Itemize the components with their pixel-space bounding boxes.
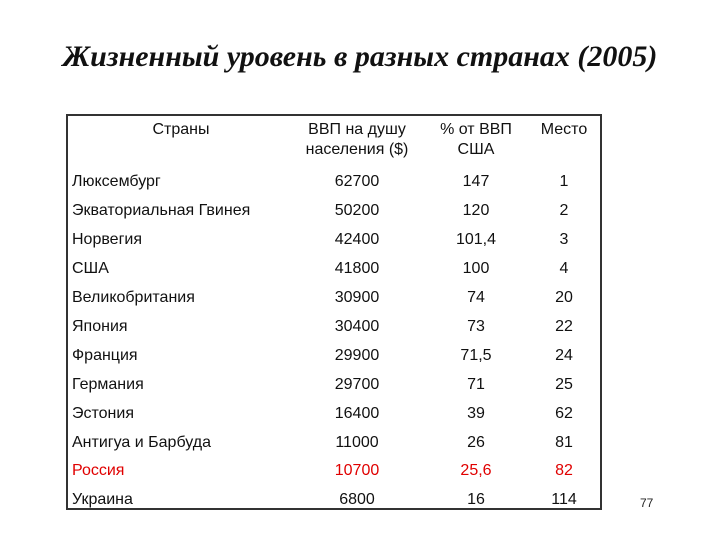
- rank-cell: 1: [559, 173, 569, 191]
- gdp-cell: 30400: [334, 317, 380, 335]
- rank-cell: 2: [559, 202, 569, 220]
- header-country: Страны: [152, 121, 210, 138]
- rank-cell: 22: [555, 317, 573, 335]
- country-cell: Эстония: [72, 404, 134, 422]
- percent-cell: 71: [467, 375, 485, 393]
- header-rank: Место: [540, 121, 588, 138]
- page-title: Жизненный уровень в разных странах (2005…: [62, 40, 658, 73]
- rank-cell: 62: [555, 404, 573, 422]
- country-cell: Антигуа и Барбуда: [72, 433, 211, 451]
- table-header-row: Страны ВВП на душу населения ($) % от ВВП…: [68, 116, 600, 168]
- percent-cell: 16: [467, 491, 485, 509]
- table-row: Украина 6800 16 114: [68, 486, 600, 515]
- percent-cell: 39: [467, 404, 485, 422]
- country-cell: Германия: [72, 375, 144, 393]
- percent-cell: 147: [462, 173, 490, 191]
- percent-cell: 100: [462, 260, 490, 278]
- country-cell: США: [72, 260, 109, 278]
- rank-cell: 3: [559, 231, 569, 249]
- table-row: США 41800 100 4: [68, 255, 600, 284]
- table-row: Великобритания 30900 74 20: [68, 284, 600, 313]
- country-cell: Норвегия: [72, 231, 143, 249]
- rank-cell: 81: [555, 433, 573, 451]
- rank-cell: 4: [559, 260, 569, 278]
- country-cell: Экваториальная Гвинея: [72, 202, 251, 220]
- country-cell: Франция: [72, 346, 138, 364]
- table-row: Франция 29900 71,5 24: [68, 341, 600, 370]
- percent-cell: 71,5: [460, 346, 492, 364]
- gdp-cell: 41800: [334, 260, 380, 278]
- gdp-cell: 50200: [334, 202, 380, 220]
- table-row: Япония 30400 73 22: [68, 313, 600, 342]
- rank-cell: 82: [555, 462, 573, 480]
- gdp-cell: 29700: [334, 375, 380, 393]
- table-row: Россия 10700 25,6 82: [68, 457, 600, 486]
- rank-cell: 114: [551, 491, 577, 509]
- gdp-cell: 10700: [334, 462, 380, 480]
- header-gdp-per-capita: ВВП на душу населения ($): [305, 121, 409, 158]
- percent-cell: 74: [467, 289, 485, 307]
- rank-cell: 24: [555, 346, 573, 364]
- gdp-cell: 42400: [334, 231, 380, 249]
- table-row: Антигуа и Барбуда 11000 26 81: [68, 428, 600, 457]
- percent-cell: 120: [462, 202, 490, 220]
- header-percent-of-us: % от ВВП США: [440, 121, 512, 158]
- percent-cell: 25,6: [460, 462, 492, 480]
- page-number: 77: [640, 496, 654, 510]
- table-row: Норвегия 42400 101,4 3: [68, 226, 600, 255]
- gdp-table: Страны ВВП на душу населения ($) % от ВВП…: [66, 114, 602, 510]
- country-cell: Япония: [72, 317, 128, 335]
- rank-cell: 25: [555, 375, 573, 393]
- table-row: Эстония 16400 39 62: [68, 399, 600, 428]
- percent-cell: 26: [467, 433, 485, 451]
- gdp-cell: 62700: [334, 173, 380, 191]
- table-row: Люксембург 62700 147 1: [68, 168, 600, 197]
- country-cell: Украина: [72, 491, 133, 509]
- gdp-cell: 6800: [339, 491, 375, 509]
- country-cell: Россия: [72, 462, 125, 480]
- gdp-cell: 30900: [334, 289, 380, 307]
- gdp-cell: 29900: [334, 346, 380, 364]
- country-cell: Люксембург: [72, 173, 161, 191]
- table-row: Экваториальная Гвинея 50200 120 2: [68, 197, 600, 226]
- percent-cell: 73: [467, 317, 485, 335]
- rank-cell: 20: [555, 289, 573, 307]
- gdp-cell: 11000: [335, 433, 379, 451]
- country-cell: Великобритания: [72, 289, 195, 307]
- table-row: Германия 29700 71 25: [68, 370, 600, 399]
- percent-cell: 101,4: [455, 231, 497, 249]
- gdp-cell: 16400: [334, 404, 380, 422]
